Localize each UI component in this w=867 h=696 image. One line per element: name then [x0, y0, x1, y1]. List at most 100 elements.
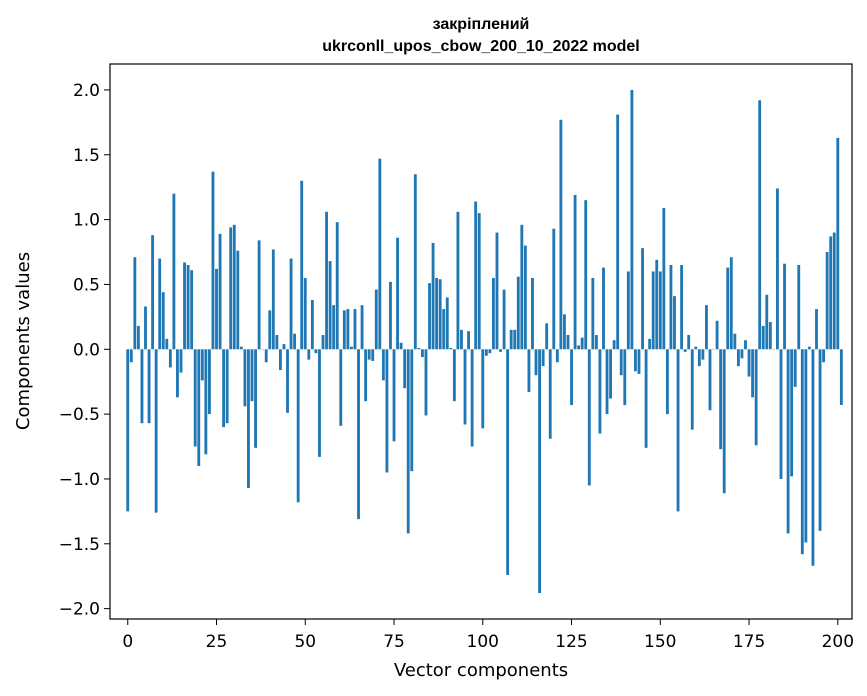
bar-158: [687, 335, 691, 350]
bar-54: [318, 349, 321, 457]
bar-88: [438, 279, 442, 350]
bar-22: [204, 349, 208, 455]
y-tick-label: −2.0: [59, 600, 100, 620]
bar-147: [648, 338, 652, 350]
bar-195: [818, 349, 822, 531]
bar-18: [190, 270, 194, 350]
bar-125: [570, 349, 573, 406]
bar-40: [268, 310, 272, 350]
bar-116: [538, 349, 541, 594]
bar-115: [534, 349, 538, 376]
bar-5: [144, 306, 147, 350]
bar-156: [680, 264, 684, 350]
bar-105: [499, 349, 502, 352]
bar-104: [495, 232, 499, 350]
bar-4: [140, 349, 144, 424]
bar-167: [719, 349, 723, 450]
bar-33: [243, 349, 247, 407]
bar-146: [644, 349, 648, 448]
bar-159: [690, 349, 694, 430]
bar-200: [836, 137, 840, 350]
bar-44: [282, 344, 286, 350]
bar-10: [161, 292, 165, 350]
bar-59: [335, 222, 339, 350]
x-tick-label: 25: [206, 632, 228, 652]
bar-51: [307, 349, 311, 360]
bar-30: [232, 224, 236, 350]
bar-29: [229, 227, 233, 350]
x-axis-label: Vector components: [394, 660, 568, 681]
bar-189: [797, 264, 801, 350]
bar-82: [417, 347, 421, 350]
bar-187: [790, 349, 794, 477]
bar-52: [310, 300, 314, 350]
bar-148: [651, 271, 655, 350]
bar-64: [353, 309, 357, 350]
bar-101: [484, 349, 488, 356]
bar-2: [133, 257, 137, 350]
bar-141: [626, 271, 630, 350]
y-tick-label: 0.0: [73, 340, 100, 360]
bar-50: [303, 277, 307, 350]
bar-73: [385, 349, 389, 473]
bar-97: [470, 349, 474, 447]
bar-77: [399, 342, 403, 350]
bar-185: [783, 263, 786, 350]
bar-136: [609, 349, 612, 399]
bar-92: [452, 349, 456, 402]
bar-194: [815, 309, 818, 350]
bar-102: [488, 349, 492, 354]
bar-152: [665, 349, 669, 415]
bar-112: [523, 245, 527, 350]
bar-95: [463, 349, 467, 425]
y-tick-label: −1.5: [59, 535, 100, 555]
bar-199: [832, 232, 836, 350]
plot-frame: [109, 63, 853, 620]
bar-149: [655, 259, 659, 350]
bar-163: [705, 305, 708, 350]
bar-119: [548, 349, 552, 439]
bar-41: [271, 249, 275, 350]
bar-43: [278, 349, 282, 371]
bar-192: [807, 346, 811, 350]
bar-94: [460, 329, 463, 350]
bar-56: [325, 211, 328, 350]
bar-196: [822, 349, 826, 363]
bar-31: [236, 250, 240, 350]
bar-53: [314, 349, 318, 354]
bar-47: [293, 333, 297, 350]
bar-121: [555, 349, 559, 363]
bar-93: [456, 211, 460, 350]
bar-9: [158, 258, 162, 350]
bar-127: [577, 345, 581, 350]
bar-81: [413, 174, 417, 350]
x-tick-label: 100: [467, 632, 499, 652]
bar-166: [715, 320, 719, 350]
bar-79: [406, 349, 410, 534]
bar-75: [392, 349, 396, 442]
bar-32: [239, 346, 243, 350]
bar-17: [186, 264, 190, 350]
x-tick-label: 150: [644, 632, 676, 652]
bar-74: [389, 281, 392, 350]
bar-103: [492, 277, 495, 350]
x-axis-ticks: 0 25 50 75 100 125 150 175 200: [122, 619, 854, 652]
bar-25: [215, 268, 218, 350]
bar-49: [300, 180, 304, 350]
bar-186: [786, 349, 790, 534]
bar-151: [662, 207, 666, 350]
bar-96: [467, 331, 470, 350]
bar-98: [474, 201, 478, 350]
chart-title-line1: закріплений: [433, 16, 530, 33]
bar-16: [183, 262, 186, 350]
bar-155: [676, 349, 680, 512]
bar-85: [428, 283, 431, 350]
bar-7: [151, 235, 155, 350]
bar-14: [176, 349, 179, 398]
bar-42: [275, 335, 279, 350]
bar-170: [729, 257, 733, 350]
bar-23: [207, 349, 211, 415]
bar-91: [449, 347, 453, 350]
bar-154: [673, 296, 676, 350]
bar-15: [179, 349, 183, 373]
